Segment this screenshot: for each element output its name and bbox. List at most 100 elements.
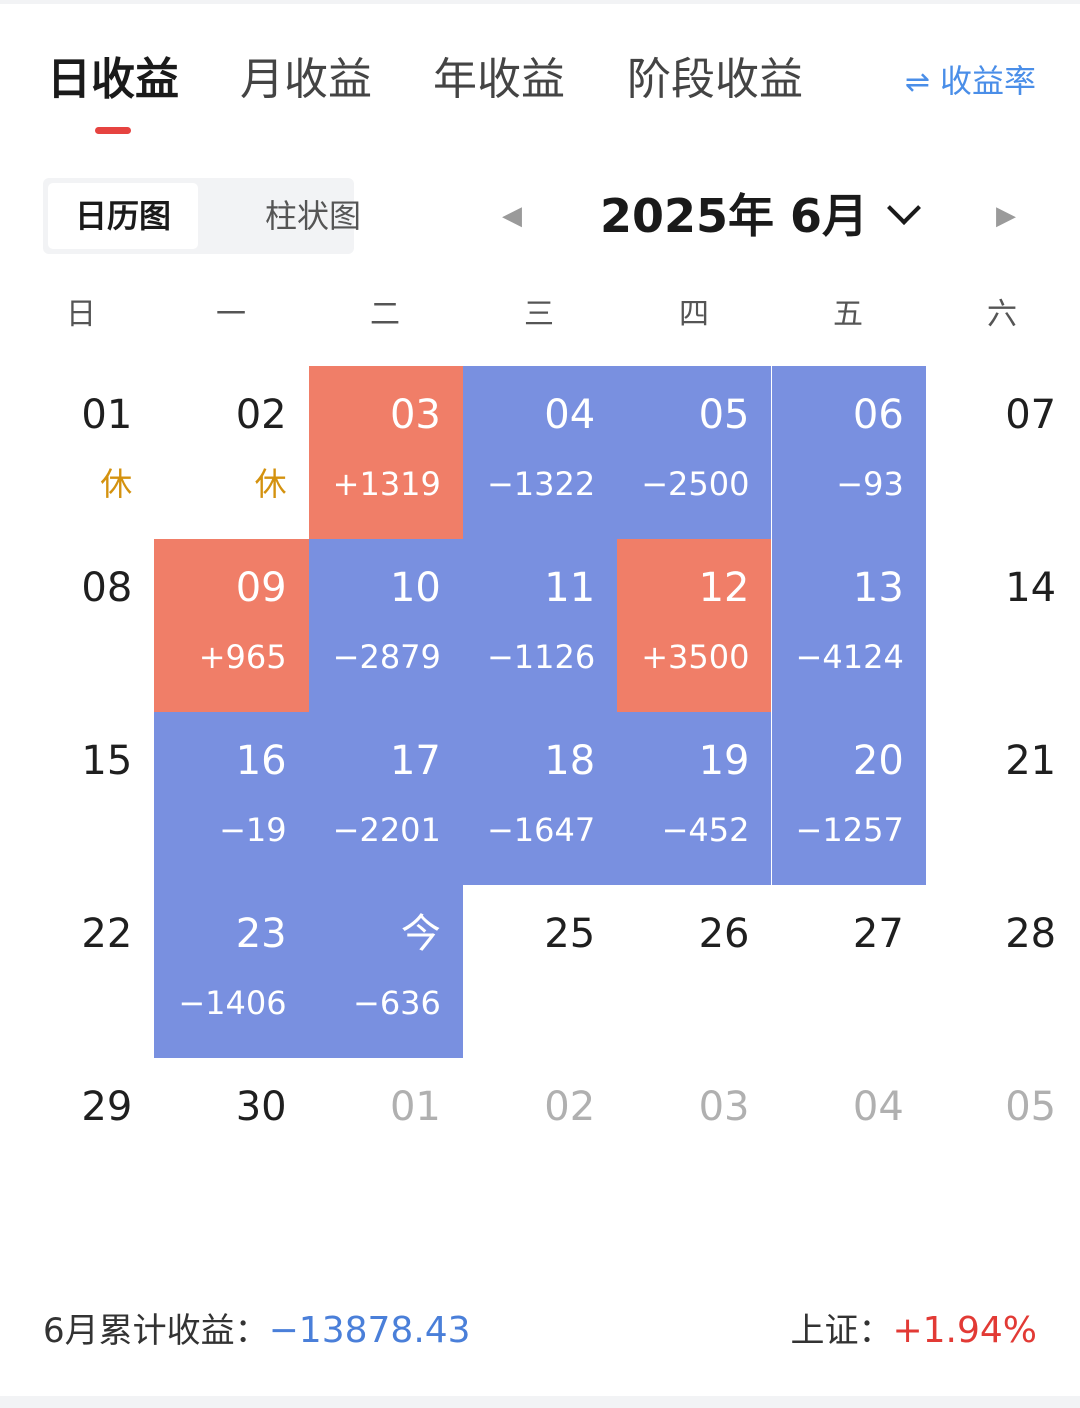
calendar-day-cell: 03: [617, 1058, 771, 1231]
calendar-day-cell[interactable]: 29: [0, 1058, 154, 1231]
calendar-day-cell: 01: [309, 1058, 463, 1231]
monthly-total-value: −13878.43: [268, 1310, 471, 1351]
calendar-day-cell[interactable]: 11 −1126: [462, 539, 618, 712]
calendar-day-cell[interactable]: 25: [463, 885, 617, 1058]
next-month-icon[interactable]: ▶: [996, 201, 1016, 231]
calendar-day-cell[interactable]: 06 −93: [771, 366, 926, 539]
day-profit-value: −636: [353, 984, 441, 1022]
day-number: 22: [81, 911, 133, 957]
calendar-day-cell[interactable]: 03 +1319: [308, 366, 463, 539]
day-number: 12: [698, 565, 750, 611]
calendar-day-cell[interactable]: 20 −1257: [771, 712, 926, 885]
day-profit-value: −2500: [641, 465, 750, 503]
calendar-day-cell[interactable]: 04 −1322: [462, 366, 618, 539]
calendar-day-cell: 05: [926, 1058, 1080, 1231]
day-number: 13: [852, 565, 904, 611]
calendar-day-cell: 04: [772, 1058, 926, 1231]
calendar-day-cell[interactable]: 07: [926, 366, 1080, 539]
swap-arrows-icon: ⇌: [904, 65, 930, 100]
calendar-day-cell[interactable]: 08: [0, 539, 154, 712]
holiday-label: 休: [100, 465, 133, 503]
top-divider: [0, 0, 1080, 4]
day-profit-value: −2879: [332, 638, 441, 676]
day-number: 06: [852, 392, 904, 438]
calendar-day-cell[interactable]: 30: [154, 1058, 308, 1231]
holiday-label: 休: [254, 465, 287, 503]
calendar-day-cell[interactable]: 27: [772, 885, 926, 1058]
month-selector[interactable]: 2025年 6月: [600, 184, 922, 248]
calendar-day-cell[interactable]: 21: [926, 712, 1080, 885]
day-number: 01: [389, 1084, 441, 1130]
day-profit-value: −93: [836, 465, 904, 503]
previous-month-icon[interactable]: ◀: [502, 201, 522, 231]
calendar-day-cell[interactable]: 01 休: [0, 366, 154, 539]
calendar-day-cell[interactable]: 12 +3500: [617, 539, 772, 712]
calendar-day-cell[interactable]: 14: [926, 539, 1080, 712]
day-profit-value: −19: [219, 811, 287, 849]
monthly-total: 6月累计收益：−13878.43: [43, 1306, 471, 1356]
calendar-day-cell[interactable]: 19 −452: [617, 712, 772, 885]
day-number: 29: [81, 1084, 133, 1130]
day-number: 23: [235, 911, 287, 957]
calendar-day-cell[interactable]: 13 −4124: [771, 539, 926, 712]
day-number: 25: [544, 911, 596, 957]
calendar-day-cell[interactable]: 05 −2500: [617, 366, 772, 539]
weekday-fri: 五: [833, 297, 863, 332]
index-change: 上证：+1.94%: [790, 1306, 1037, 1356]
day-number: 19: [698, 738, 750, 784]
calendar-day-cell[interactable]: 26: [617, 885, 771, 1058]
chevron-down-icon: [887, 191, 922, 225]
index-value: +1.94%: [892, 1310, 1037, 1351]
calendar-day-cell[interactable]: 15: [0, 712, 154, 885]
day-profit-value: −2201: [332, 811, 441, 849]
calendar-day-cell[interactable]: 09 +965: [154, 539, 309, 712]
tab-period-earnings[interactable]: 阶段收益: [627, 54, 803, 105]
calendar-day-cell[interactable]: 02 休: [154, 366, 308, 539]
day-number: 05: [698, 392, 750, 438]
day-number: 03: [698, 1084, 750, 1130]
day-number: 15: [81, 738, 133, 784]
active-tab-indicator: [95, 127, 131, 134]
return-rate-label: 收益率: [939, 62, 1036, 100]
day-profit-value: −1322: [486, 465, 596, 503]
bar-chart-view-button[interactable]: 柱状图: [264, 197, 361, 235]
tab-monthly-earnings[interactable]: 月收益: [240, 54, 372, 105]
calendar-day-cell[interactable]: 16 −19: [154, 712, 309, 885]
day-number: 27: [852, 911, 904, 957]
day-number: 11: [544, 565, 596, 611]
calendar-day-cell[interactable]: 23 −1406: [154, 885, 309, 1058]
weekday-wed: 三: [524, 297, 554, 332]
day-number: 01: [81, 392, 133, 438]
weekday-header: 日 一 二 三 四 五 六: [0, 290, 1080, 340]
day-number: 02: [544, 1084, 596, 1130]
day-profit-value: +3500: [641, 638, 750, 676]
tab-yearly-earnings[interactable]: 年收益: [433, 54, 565, 105]
calendar-day-cell[interactable]: 22: [0, 885, 154, 1058]
calendar-day-cell[interactable]: 10 −2879: [308, 539, 463, 712]
weekday-sun: 日: [66, 297, 96, 332]
day-number: 07: [1005, 392, 1057, 438]
day-number: 28: [1005, 911, 1057, 957]
earnings-tabs: 日收益 月收益 年收益 阶段收益 ⇌ 收益率: [0, 50, 1080, 140]
calendar-day-cell[interactable]: 18 −1647: [462, 712, 618, 885]
index-label: 上证：: [790, 1311, 893, 1351]
calendar-view-button[interactable]: 日历图: [48, 183, 198, 249]
day-number: 10: [389, 565, 441, 611]
return-rate-switch-button[interactable]: ⇌ 收益率: [905, 56, 1036, 106]
weekday-thu: 四: [679, 297, 709, 332]
month-title: 2025年 6月: [600, 189, 869, 243]
day-profit-value: −1126: [486, 638, 596, 676]
weekday-mon: 一: [216, 297, 246, 332]
tab-daily-earnings[interactable]: 日收益: [47, 54, 179, 105]
day-profit-value: −452: [661, 811, 750, 849]
day-number: 02: [235, 392, 287, 438]
day-profit-value: +1319: [332, 465, 441, 503]
day-number: 05: [1005, 1084, 1057, 1130]
day-number: 20: [852, 738, 904, 784]
bottom-divider: [0, 1396, 1080, 1408]
view-toggle: 日历图 柱状图: [43, 178, 361, 254]
day-profit-value: +965: [198, 638, 287, 676]
calendar-day-cell[interactable]: 28: [926, 885, 1080, 1058]
calendar-day-cell[interactable]: 今 −636: [308, 885, 463, 1058]
calendar-day-cell[interactable]: 17 −2201: [308, 712, 463, 885]
